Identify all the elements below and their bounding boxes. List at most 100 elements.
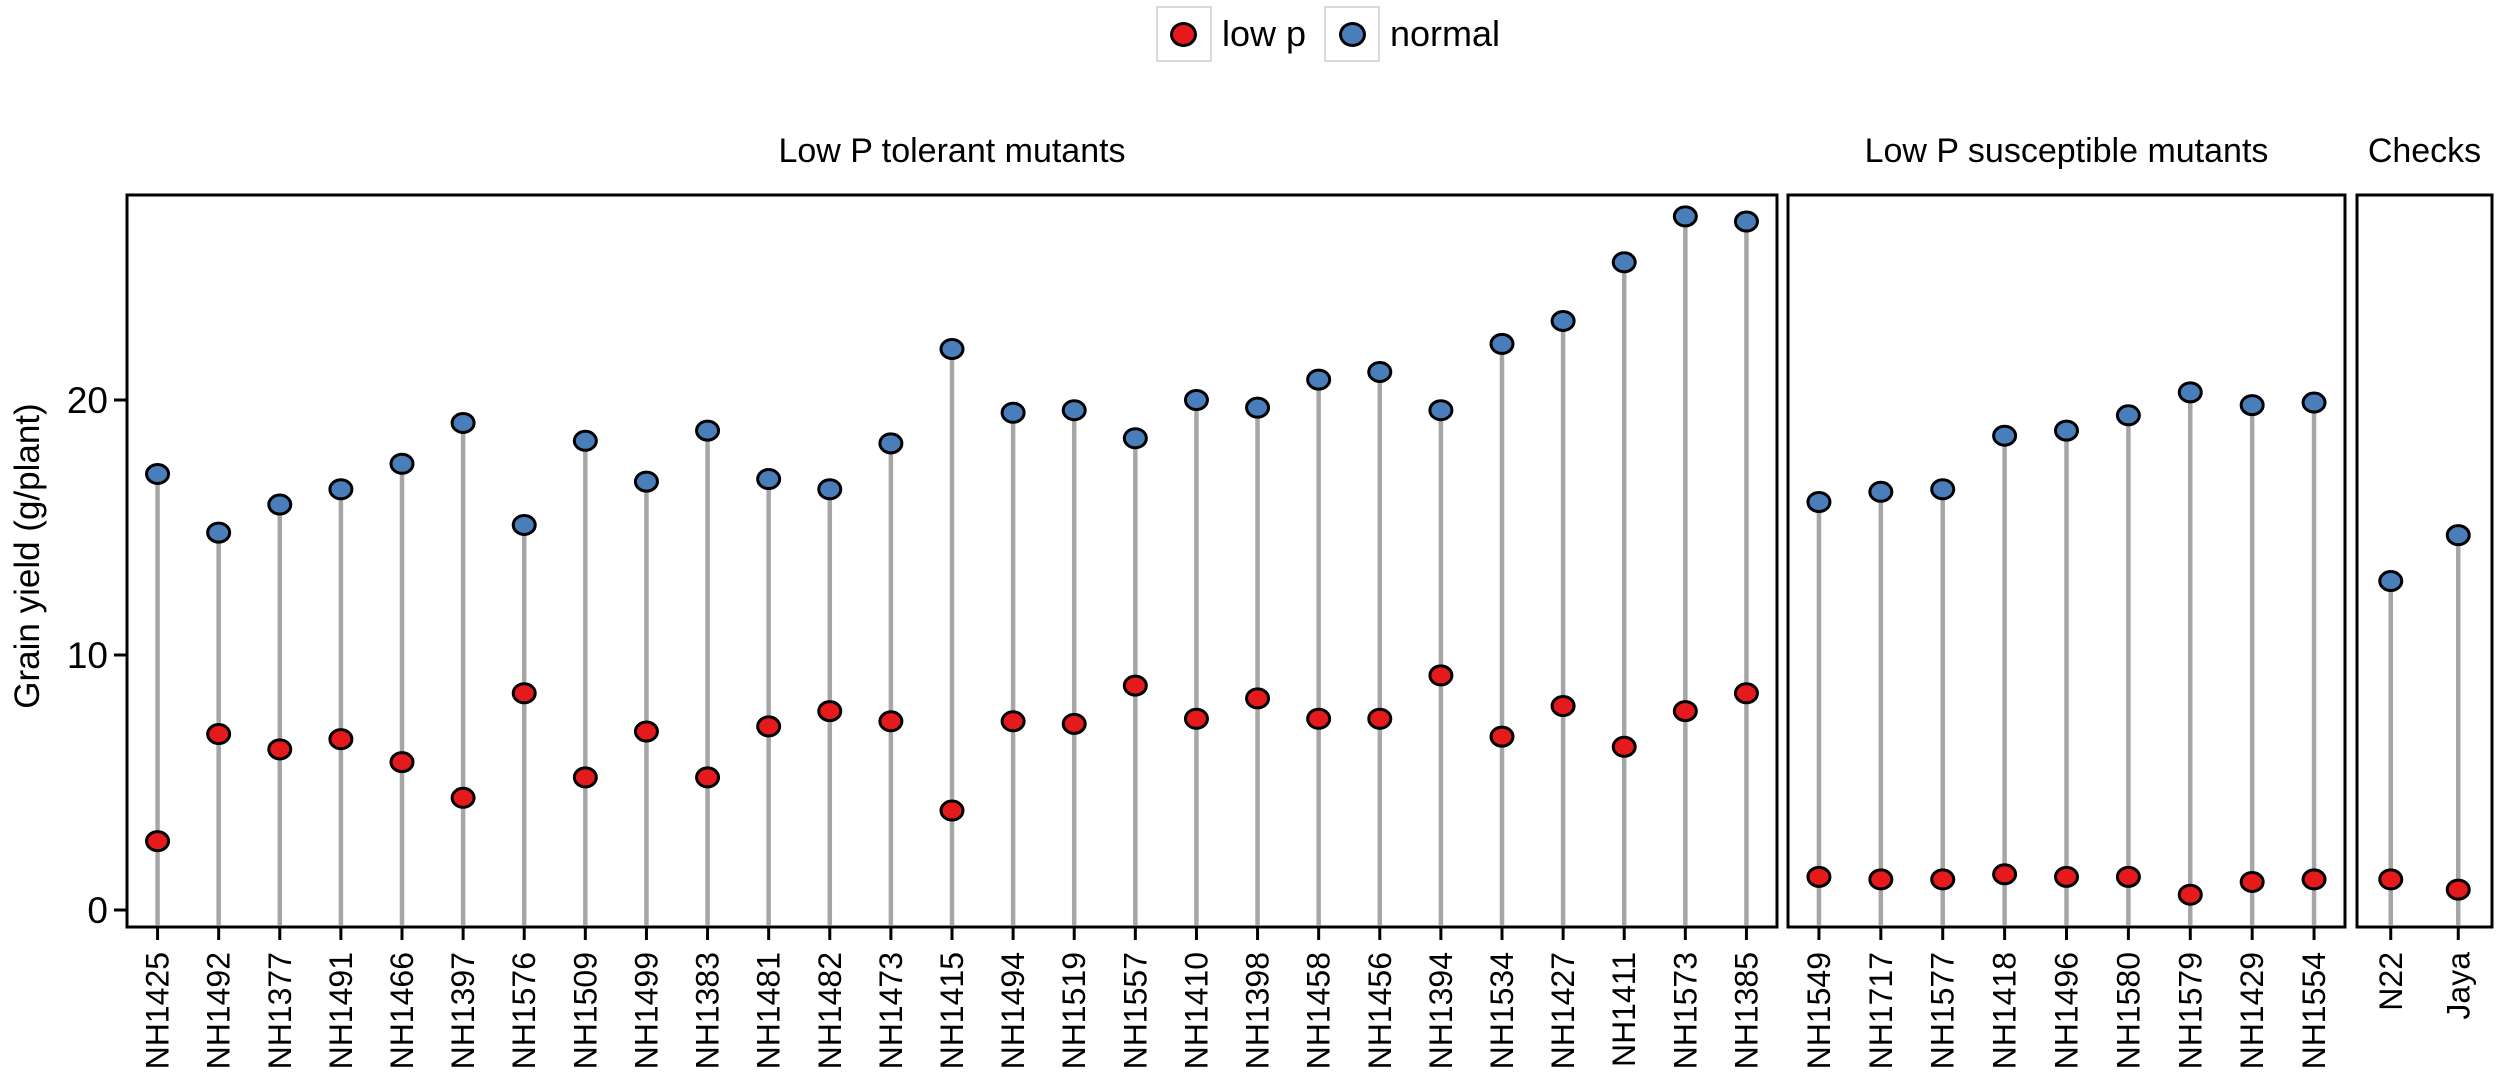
low-p-dot[interactable] [2115, 865, 2141, 888]
low-p-dot[interactable] [267, 738, 293, 761]
normal-dot[interactable] [2177, 381, 2203, 404]
normal-dot[interactable] [511, 513, 537, 536]
low-p-dot[interactable] [1868, 868, 1894, 891]
normal-dot[interactable] [2115, 404, 2141, 427]
x-axis-category-label: NH1577 [1925, 952, 1961, 1069]
legend-label-low-p: low p [1221, 13, 1306, 54]
legend-item-low-p[interactable]: low p [1155, 6, 1320, 62]
legend-label-normal: normal [1390, 13, 1501, 54]
low-p-dot[interactable] [206, 723, 232, 746]
x-axis-category-label: NH1557 [1117, 952, 1153, 1069]
normal-dot[interactable] [389, 452, 415, 475]
normal-dot[interactable] [2054, 419, 2079, 442]
low-p-dot[interactable] [511, 682, 537, 705]
low-p-dot[interactable] [389, 751, 415, 774]
normal-dot[interactable] [1000, 401, 1026, 424]
low-p-dot[interactable] [1806, 865, 1832, 888]
x-axis-category-label: NH1509 [567, 952, 603, 1069]
normal-dot[interactable] [1672, 205, 1698, 228]
low-p-dot[interactable] [1306, 707, 1332, 730]
normal-dot[interactable] [2378, 570, 2404, 593]
normal-dot[interactable] [1306, 368, 1332, 391]
low-p-dot[interactable] [1000, 710, 1026, 733]
low-p-dot[interactable] [1367, 707, 1393, 730]
normal-dot[interactable] [1806, 491, 1832, 513]
x-axis-category-label: NH1717 [1863, 952, 1899, 1069]
low-p-dot[interactable] [817, 700, 843, 723]
low-p-dot[interactable] [1992, 863, 2018, 886]
normal-dot[interactable] [1183, 389, 1209, 411]
low-p-dot[interactable] [2177, 883, 2203, 906]
low-p-dot[interactable] [939, 799, 965, 822]
x-axis-category-label: NH1398 [1240, 952, 1276, 1069]
low-p-dot[interactable] [756, 715, 782, 738]
normal-dot[interactable] [2239, 394, 2265, 417]
low-p-dot[interactable] [1245, 687, 1271, 710]
x-axis-category-label: NH1534 [1484, 952, 1520, 1069]
normal-dot[interactable] [1122, 427, 1148, 450]
low-p-dot[interactable] [2301, 868, 2327, 891]
normal-dot[interactable] [1550, 309, 1576, 332]
low-p-dot[interactable] [633, 720, 659, 743]
normal-dot[interactable] [939, 338, 965, 360]
low-p-dot[interactable] [1550, 695, 1576, 717]
normal-dot[interactable] [1733, 210, 1759, 233]
x-axis-category-label: NH1427 [1545, 952, 1581, 1069]
normal-dot[interactable] [2445, 524, 2471, 547]
normal-dot[interactable] [1428, 399, 1454, 422]
low-p-dot[interactable] [1122, 674, 1148, 697]
normal-dot[interactable] [633, 470, 659, 493]
legend-item-normal[interactable]: normal [1324, 6, 1514, 62]
normal-dot[interactable] [1061, 399, 1087, 422]
normal-dot[interactable] [328, 478, 354, 501]
low-p-dot[interactable] [2378, 868, 2404, 891]
normal-dot[interactable] [1930, 478, 1956, 501]
low-p-dot[interactable] [1611, 735, 1637, 758]
low-p-dot[interactable] [695, 766, 721, 789]
low-p-dot[interactable] [2239, 870, 2265, 893]
normal-dot[interactable] [878, 432, 904, 455]
low-p-dot[interactable] [450, 786, 476, 809]
normal-dot[interactable] [2301, 391, 2327, 414]
normal-dot[interactable] [450, 411, 476, 434]
normal-dot[interactable] [1611, 251, 1637, 274]
normal-dot[interactable] [756, 468, 782, 491]
x-axis-category-label: NH1377 [262, 952, 298, 1069]
low-p-dot[interactable] [1672, 700, 1698, 723]
x-axis-category-label: NH1496 [2049, 952, 2085, 1069]
normal-dot[interactable] [695, 419, 721, 442]
low-p-dot[interactable] [2054, 865, 2079, 888]
low-p-dot[interactable] [1733, 682, 1759, 705]
panel-title: Checks [2368, 132, 2481, 170]
low-p-dot[interactable] [1930, 868, 1956, 891]
x-axis-category-label: NH1425 [140, 952, 176, 1069]
low-p-dot[interactable] [2445, 878, 2471, 901]
low-p-dot[interactable] [1489, 725, 1515, 748]
normal-dot[interactable] [817, 478, 843, 501]
low-p-dot[interactable] [1061, 712, 1087, 735]
normal-dot[interactable] [1992, 424, 2018, 447]
x-axis-category-label: Jaya [2440, 952, 2476, 1020]
normal-dot[interactable] [1489, 332, 1515, 355]
normal-dot[interactable] [1245, 396, 1271, 419]
normal-dot[interactable] [1868, 480, 1894, 503]
low-p-dot-icon [1170, 21, 1198, 47]
low-p-dot[interactable] [145, 830, 171, 853]
normal-dot[interactable] [1367, 360, 1393, 383]
x-axis-category-label: NH1466 [384, 952, 420, 1069]
normal-dot[interactable] [267, 493, 293, 516]
normal-dot[interactable] [145, 462, 171, 485]
low-p-dot[interactable] [1183, 707, 1209, 730]
normal-dot[interactable] [206, 521, 232, 544]
low-p-dot[interactable] [572, 766, 598, 789]
low-p-dot[interactable] [1428, 664, 1454, 687]
x-axis-category-label: NH1383 [690, 952, 726, 1069]
panel-border [2355, 193, 2494, 929]
x-axis-category-label: NH1415 [934, 952, 970, 1069]
normal-dot[interactable] [572, 429, 598, 452]
low-p-dot[interactable] [328, 728, 354, 751]
low-p-dot[interactable] [878, 710, 904, 733]
x-axis-category-label: NH1491 [323, 952, 359, 1069]
